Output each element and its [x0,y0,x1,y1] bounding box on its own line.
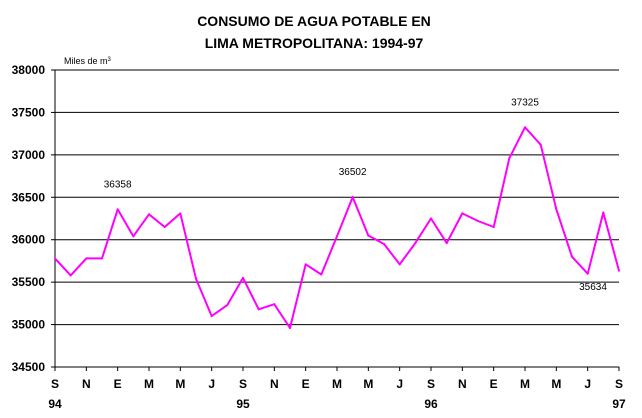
data-point [179,212,182,215]
x-tick-label: M [144,377,154,391]
series [54,126,620,329]
data-point [414,242,417,245]
data-point [618,269,620,272]
data-point [210,315,213,318]
y-tick-label: 36500 [12,190,46,204]
data-labels: 36358 36502 37325 35634 [104,97,608,292]
x-tick-label: N [458,377,467,391]
data-point [320,273,323,276]
data-point [539,143,542,146]
x-tick-label: J [584,377,591,391]
data-label: 36502 [339,167,367,178]
data-point [336,235,338,238]
data-point [85,257,88,260]
data-point [163,225,166,228]
data-point [383,242,385,245]
y-tick-label: 36000 [12,233,46,247]
data-point [477,220,479,223]
data-point [555,208,558,211]
year-label: 96 [424,397,438,411]
data-point [257,308,260,311]
data-point [226,304,229,307]
data-point [524,126,526,129]
data-point [132,235,135,238]
data-point [508,157,511,160]
x-tick-label: J [208,377,215,391]
x-tick-label: S [427,377,435,391]
x-tick-label: M [551,377,561,391]
data-point [195,277,197,280]
year-label: 97 [612,397,626,411]
y-tick-label: 37000 [12,148,46,162]
data-point [492,225,495,228]
y-tick-label: 35000 [12,318,46,332]
data-point [148,213,150,216]
x-tick-label: E [114,377,122,391]
series-line [54,126,620,329]
y-tick-label: 38000 [12,63,46,77]
data-label: 37325 [511,97,539,108]
chart-title-line-2: LIMA METROPOLITANA: 1994-97 [205,35,424,51]
y-tick-label: 37500 [12,105,46,119]
y-tick-labels: 38000 37500 37000 36500 36000 35500 35000 34500 [12,63,55,374]
data-point [586,272,589,275]
data-point [351,196,354,199]
x-tick-label: M [175,377,185,391]
x-tick-label: N [82,377,91,391]
x-tick-label: M [520,377,530,391]
x-tick-label: M [332,377,342,391]
data-point [116,208,119,211]
data-point [69,274,72,277]
y-tick-label: 35500 [12,275,46,289]
data-point [54,257,56,260]
x-tick-label: M [363,377,373,391]
data-label: 36358 [104,179,132,190]
data-point [101,257,103,260]
y-tick-label: 34500 [12,360,46,374]
data-point [461,212,464,215]
data-label: 35634 [579,282,607,293]
data-point [289,326,291,329]
data-point [273,303,276,306]
y-unit-text: Miles de m [64,56,108,66]
data-point [398,263,401,266]
axes [54,70,619,368]
data-point [602,211,605,214]
data-point [445,242,448,245]
grid-lines [55,69,619,368]
chart-title-line-1: CONSUMO DE AGUA POTABLE EN [197,13,431,29]
x-tick-label: J [396,377,403,391]
x-tick-label: S [615,377,623,391]
data-point [430,217,432,220]
x-tick-label: S [239,377,247,391]
x-tick-label: N [270,377,279,391]
year-label: 95 [236,397,250,411]
y-unit-superscript: 3 [108,57,112,63]
x-tick-label: E [302,377,310,391]
data-point [571,255,573,258]
data-point [367,234,370,237]
year-label: 94 [48,397,62,411]
y-unit-label: Miles de m3 [64,56,112,66]
data-point [242,276,244,279]
x-tick-label: E [490,377,498,391]
data-point [304,263,307,266]
x-tick-labels: S N E M M J S N E M M J S N E M M J S 94 95 96 97 [48,367,626,411]
x-tick-label: S [51,377,59,391]
